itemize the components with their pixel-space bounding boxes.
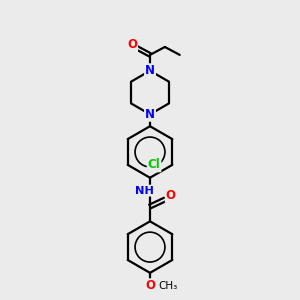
Text: O: O <box>127 38 137 52</box>
Text: CH₃: CH₃ <box>158 281 177 291</box>
Text: Cl: Cl <box>148 158 160 171</box>
Text: O: O <box>166 189 176 202</box>
Text: O: O <box>145 279 155 292</box>
Text: NH: NH <box>135 186 154 196</box>
Text: N: N <box>145 64 155 77</box>
Text: N: N <box>145 108 155 121</box>
